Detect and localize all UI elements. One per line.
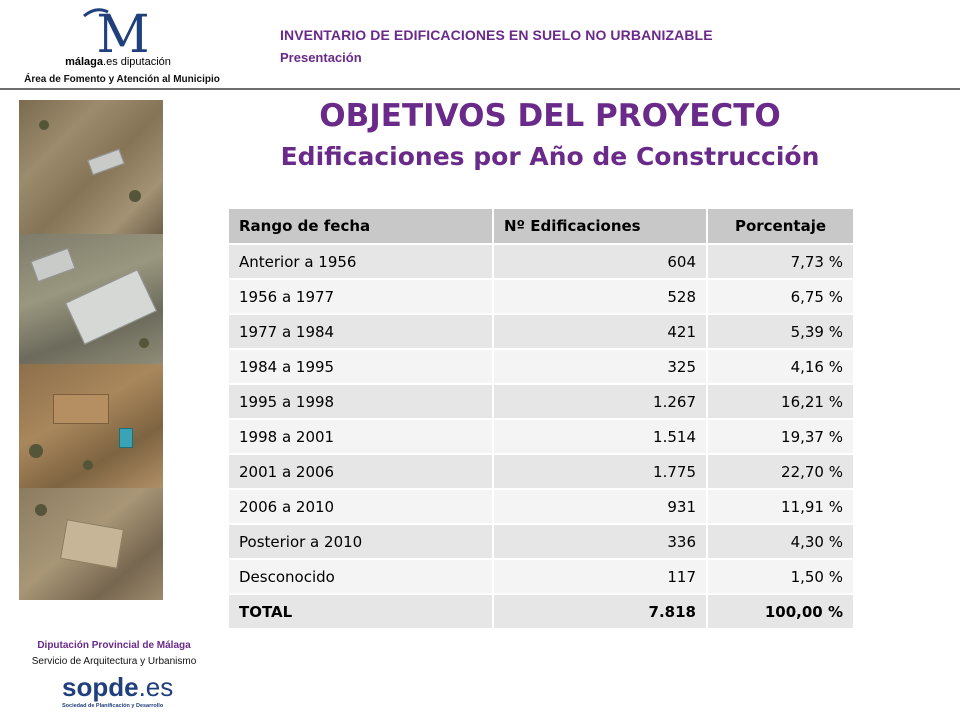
cell-porcentaje: 16,21 % [707,384,853,420]
cell-edificaciones: 604 [493,244,708,280]
table-row: 1984 a 1995 325 4,16 % [229,349,853,385]
footer-organization: Diputación Provincial de Málaga [37,640,191,651]
diputacion-logo: M málaga.es diputación Área de Fomento y… [8,2,228,88]
sopde-logo: sopde.es [62,672,174,702]
svg-text:M: M [96,5,149,56]
aerial-photo-4 [19,488,163,600]
cell-edificaciones: 421 [493,314,708,350]
cell-edificaciones: 1.514 [493,419,708,455]
table-row: Posterior a 2010 336 4,30 % [229,524,853,560]
table-row: 1998 a 2001 1.514 19,37 % [229,419,853,455]
cell-rango: Anterior a 1956 [229,244,494,280]
cell-rango: 1956 a 1977 [229,279,494,315]
table-row: Desconocido 117 1,50 % [229,559,853,595]
cell-edificaciones: 1.775 [493,454,708,490]
cell-edificaciones: 1.267 [493,384,708,420]
cell-rango: 1998 a 2001 [229,419,494,455]
cell-rango: 2001 a 2006 [229,454,494,490]
footer-service: Servicio de Arquitectura y Urbanismo [31,656,197,667]
table-row: 1956 a 1977 528 6,75 % [229,279,853,315]
table-total-row: TOTAL 7.818 100,00 % [229,594,853,630]
header-subtitle: Presentación [280,50,362,65]
header-edificaciones: Nº Edificaciones [493,209,708,245]
total-porcentaje: 100,00 % [707,594,853,630]
total-label: TOTAL [229,594,494,630]
table-row: 1977 a 1984 421 5,39 % [229,314,853,350]
total-edificaciones: 7.818 [493,594,708,630]
cell-porcentaje: 6,75 % [707,279,853,315]
cell-edificaciones: 528 [493,279,708,315]
table-row: 2001 a 2006 1.775 22,70 % [229,454,853,490]
m-logo-icon: M [83,5,150,56]
table-row: 1995 a 1998 1.267 16,21 % [229,384,853,420]
cell-rango: 1977 a 1984 [229,314,494,350]
cell-porcentaje: 7,73 % [707,244,853,280]
cell-porcentaje: 4,30 % [707,524,853,560]
cell-porcentaje: 22,70 % [707,454,853,490]
cell-rango: 1995 a 1998 [229,384,494,420]
cell-edificaciones: 931 [493,489,708,525]
cell-rango: Posterior a 2010 [229,524,494,560]
cell-edificaciones: 336 [493,524,708,560]
cell-porcentaje: 1,50 % [707,559,853,595]
aerial-photo-strip [19,100,163,600]
cell-rango: 1984 a 1995 [229,349,494,385]
table-header-row: Rango de fecha Nº Edificaciones Porcenta… [229,209,853,245]
area-text: Área de Fomento y Atención al Municipio [24,74,220,85]
table-row: 2006 a 2010 931 11,91 % [229,489,853,525]
slide-subtitle: Edificaciones por Año de Construcción [280,142,820,171]
cell-porcentaje: 5,39 % [707,314,853,350]
logo-brand-text: málaga.es diputación [65,56,171,68]
cell-porcentaje: 11,91 % [707,489,853,525]
cell-edificaciones: 325 [493,349,708,385]
sopde-tagline: Sociedad de Planificación y Desarrollo [62,703,164,709]
cell-porcentaje: 4,16 % [707,349,853,385]
aerial-photo-1 [19,100,163,234]
cell-rango: 2006 a 2010 [229,489,494,525]
header-porcentaje: Porcentaje [707,209,853,245]
header-rango: Rango de fecha [229,209,494,245]
cell-edificaciones: 117 [493,559,708,595]
cell-porcentaje: 19,37 % [707,419,853,455]
slide-title: OBJETIVOS DEL PROYECTO [319,98,781,134]
table-row: Anterior a 1956 604 7,73 % [229,244,853,280]
construction-year-table: Rango de fecha Nº Edificaciones Porcenta… [229,209,853,630]
header-title: INVENTARIO DE EDIFICACIONES EN SUELO NO … [280,27,713,43]
aerial-photo-2 [19,234,163,364]
aerial-photo-3 [19,364,163,488]
header-divider [0,88,960,90]
cell-rango: Desconocido [229,559,494,595]
